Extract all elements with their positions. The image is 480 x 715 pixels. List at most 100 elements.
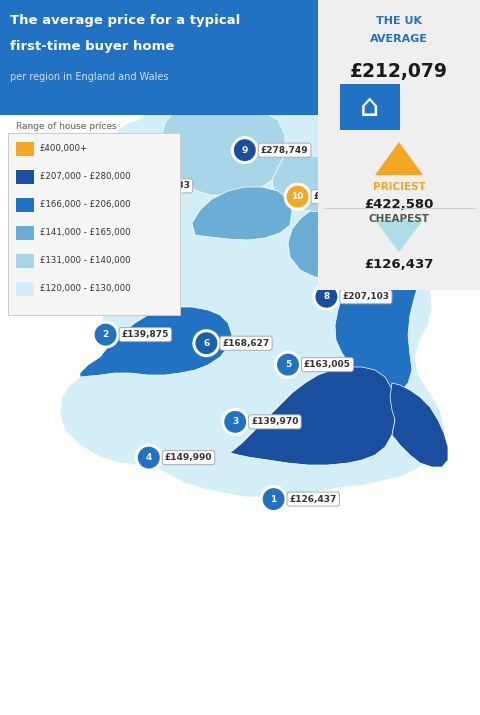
Polygon shape xyxy=(60,58,445,497)
Bar xyxy=(16,170,34,184)
Text: £149,990: £149,990 xyxy=(165,453,212,462)
Text: 4: 4 xyxy=(145,453,152,462)
Polygon shape xyxy=(375,142,423,175)
Polygon shape xyxy=(352,87,386,105)
Text: AVERAGE: AVERAGE xyxy=(368,30,430,43)
Polygon shape xyxy=(335,213,430,393)
Text: PRICIEST: PRICIEST xyxy=(372,176,425,186)
Text: £139,970: £139,970 xyxy=(251,418,299,426)
Bar xyxy=(16,224,36,239)
Bar xyxy=(16,140,36,155)
Bar xyxy=(340,84,400,130)
Text: £166,000 - £206,000: £166,000 - £206,000 xyxy=(40,199,131,209)
Text: The average price for a typical: The average price for a typical xyxy=(10,14,240,27)
Bar xyxy=(16,142,34,156)
Circle shape xyxy=(262,487,286,511)
Text: The average price for a typical: The average price for a typical xyxy=(10,14,240,27)
Bar xyxy=(318,205,480,290)
Text: 8: 8 xyxy=(323,292,330,301)
Bar xyxy=(16,254,34,268)
Text: Range of house prices: Range of house prices xyxy=(16,122,117,131)
Text: THE UK: THE UK xyxy=(376,16,422,26)
Text: £278,749: £278,749 xyxy=(261,146,309,154)
Text: £131,000 - £140,000: £131,000 - £140,000 xyxy=(40,255,131,265)
Text: 10: 10 xyxy=(291,192,304,201)
Text: £126,437: £126,437 xyxy=(289,495,337,503)
Circle shape xyxy=(276,352,300,377)
Text: THE UK: THE UK xyxy=(374,12,423,25)
Bar xyxy=(8,135,178,310)
Text: £207,000 - £280,000: £207,000 - £280,000 xyxy=(42,172,132,180)
Circle shape xyxy=(223,410,247,434)
Text: £400,000+: £400,000+ xyxy=(42,144,90,152)
Text: £400,000+: £400,000+ xyxy=(40,144,88,152)
Text: per region in England and Wales: per region in England and Wales xyxy=(10,72,168,82)
Bar xyxy=(0,0,318,115)
Text: £212,079: £212,079 xyxy=(348,58,450,77)
Text: CHEAPEST: CHEAPEST xyxy=(369,214,430,224)
Text: 1: 1 xyxy=(270,495,277,503)
Text: £207,000 - £280,000: £207,000 - £280,000 xyxy=(40,172,131,180)
Bar xyxy=(362,113,376,125)
Polygon shape xyxy=(272,153,375,213)
Polygon shape xyxy=(162,105,285,195)
Text: £141,000 - £165,000: £141,000 - £165,000 xyxy=(42,227,132,237)
Circle shape xyxy=(231,136,259,164)
Text: £207,103: £207,103 xyxy=(342,292,389,301)
Circle shape xyxy=(137,445,161,470)
Polygon shape xyxy=(80,307,232,377)
Circle shape xyxy=(192,329,220,358)
Text: 3: 3 xyxy=(232,418,239,426)
Text: £422,580: £422,580 xyxy=(313,192,361,201)
Text: £126,437: £126,437 xyxy=(364,258,434,271)
Text: £168,627: £168,627 xyxy=(222,339,270,347)
Circle shape xyxy=(312,282,340,311)
Text: first-time buyer home: first-time buyer home xyxy=(10,40,174,53)
Circle shape xyxy=(284,182,312,211)
Text: 2: 2 xyxy=(102,330,109,339)
Polygon shape xyxy=(390,383,448,467)
Bar xyxy=(340,85,398,130)
Circle shape xyxy=(92,320,120,349)
Text: £422,580: £422,580 xyxy=(366,192,432,205)
Text: £212,079: £212,079 xyxy=(350,62,448,81)
Text: £422,580: £422,580 xyxy=(364,198,434,211)
Text: 6: 6 xyxy=(203,339,210,347)
Circle shape xyxy=(113,172,141,200)
Bar xyxy=(318,0,480,290)
Bar xyxy=(8,133,180,315)
Circle shape xyxy=(286,184,310,209)
Bar xyxy=(318,0,480,195)
Text: 5: 5 xyxy=(285,360,291,369)
Text: 9: 9 xyxy=(241,146,248,154)
Text: £205,333: £205,333 xyxy=(143,182,190,190)
Text: £120,000 - £130,000: £120,000 - £130,000 xyxy=(40,284,131,292)
Text: £126,437: £126,437 xyxy=(366,228,432,241)
Text: ⌂: ⌂ xyxy=(360,92,380,122)
Text: £163,005: £163,005 xyxy=(304,360,351,369)
Text: £166,000 - £206,000: £166,000 - £206,000 xyxy=(42,199,132,209)
Bar xyxy=(16,198,34,212)
Circle shape xyxy=(135,443,163,472)
Polygon shape xyxy=(230,367,395,465)
Text: £131,000 - £140,000: £131,000 - £140,000 xyxy=(42,255,132,265)
Circle shape xyxy=(194,331,218,355)
Text: PRICIEST: PRICIEST xyxy=(372,182,425,192)
Polygon shape xyxy=(376,220,422,255)
Bar xyxy=(352,105,386,125)
Polygon shape xyxy=(192,187,292,240)
Text: first-time buyer home: first-time buyer home xyxy=(10,40,174,53)
Text: Range of house prices: Range of house prices xyxy=(16,122,117,131)
Circle shape xyxy=(274,350,302,379)
Text: £120,000 - £130,000: £120,000 - £130,000 xyxy=(42,284,132,292)
Text: AVERAGE: AVERAGE xyxy=(370,34,428,44)
Bar xyxy=(16,252,36,267)
Circle shape xyxy=(233,138,257,162)
Circle shape xyxy=(94,322,118,347)
Bar xyxy=(16,282,34,296)
Bar xyxy=(16,168,36,183)
Circle shape xyxy=(260,485,288,513)
Bar xyxy=(16,280,36,295)
Text: CHEAPEST: CHEAPEST xyxy=(369,210,430,220)
Bar xyxy=(16,226,34,240)
